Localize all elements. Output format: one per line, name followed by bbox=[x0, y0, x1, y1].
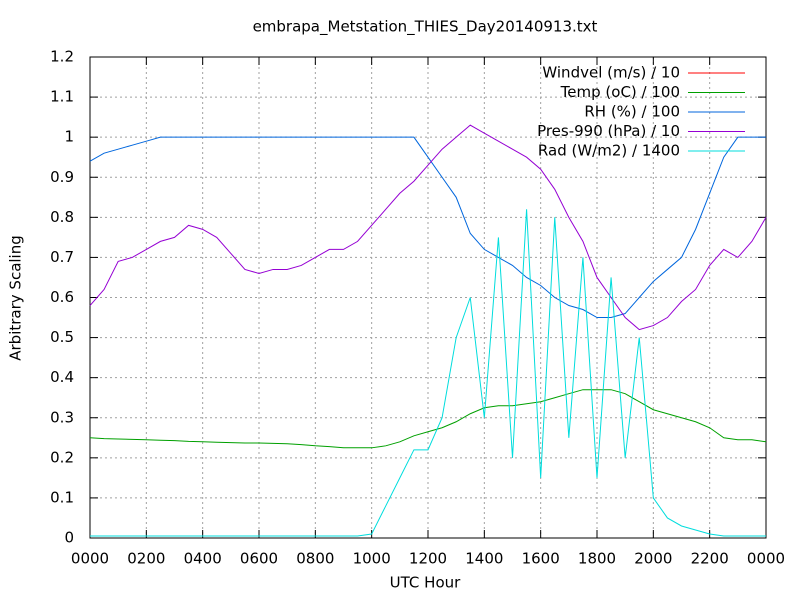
x-tick-label: 1800 bbox=[578, 550, 616, 568]
y-tick-label: 0.6 bbox=[50, 288, 74, 306]
x-tick-label: 1600 bbox=[522, 550, 560, 568]
y-tick-label: 0.1 bbox=[50, 488, 74, 506]
y-tick-label: 0.8 bbox=[50, 208, 74, 226]
y-tick-label: 0.3 bbox=[50, 408, 74, 426]
x-tick-label: 0000 bbox=[71, 550, 109, 568]
y-tick-label: 0 bbox=[64, 529, 74, 547]
y-axis-label: Arbitrary Scaling bbox=[7, 235, 25, 361]
y-tick-label: 0.5 bbox=[50, 328, 74, 346]
y-tick-label: 1.1 bbox=[50, 88, 74, 106]
x-tick-label: 1200 bbox=[409, 550, 447, 568]
legend-label: Windvel (m/s) / 10 bbox=[542, 64, 680, 82]
x-tick-label: 1000 bbox=[353, 550, 391, 568]
y-tick-label: 0.2 bbox=[50, 448, 74, 466]
x-tick-label: 0000 bbox=[747, 550, 785, 568]
legend-label: Temp (oC) / 100 bbox=[560, 83, 680, 101]
legend-label: RH (%) / 100 bbox=[584, 103, 680, 121]
plot-border bbox=[89, 56, 767, 539]
series-line bbox=[89, 136, 766, 319]
series-line bbox=[89, 124, 767, 331]
x-axis-label: UTC Hour bbox=[390, 574, 461, 592]
x-tick-label: 0600 bbox=[240, 550, 278, 568]
y-tick-label: 1.2 bbox=[50, 48, 74, 66]
x-tick-label: 0400 bbox=[184, 550, 222, 568]
x-tick-label: 2000 bbox=[634, 550, 672, 568]
chart-title: embrapa_Metstation_THIES_Day20140913.txt bbox=[253, 18, 598, 37]
x-tick-label: 2200 bbox=[691, 550, 729, 568]
x-tick-label: 0800 bbox=[296, 550, 334, 568]
x-tick-label: 0200 bbox=[127, 550, 165, 568]
legend-label: Rad (W/m2) / 1400 bbox=[538, 142, 680, 160]
legend-label: Pres-990 (hPa) / 10 bbox=[537, 122, 680, 140]
y-tick-label: 0.9 bbox=[50, 168, 74, 186]
y-tick-label: 1 bbox=[64, 128, 74, 146]
series-line bbox=[89, 389, 767, 449]
x-tick-label: 1400 bbox=[465, 550, 503, 568]
y-tick-label: 0.7 bbox=[50, 248, 74, 266]
series-line bbox=[90, 209, 766, 537]
y-tick-label: 0.4 bbox=[50, 368, 74, 386]
